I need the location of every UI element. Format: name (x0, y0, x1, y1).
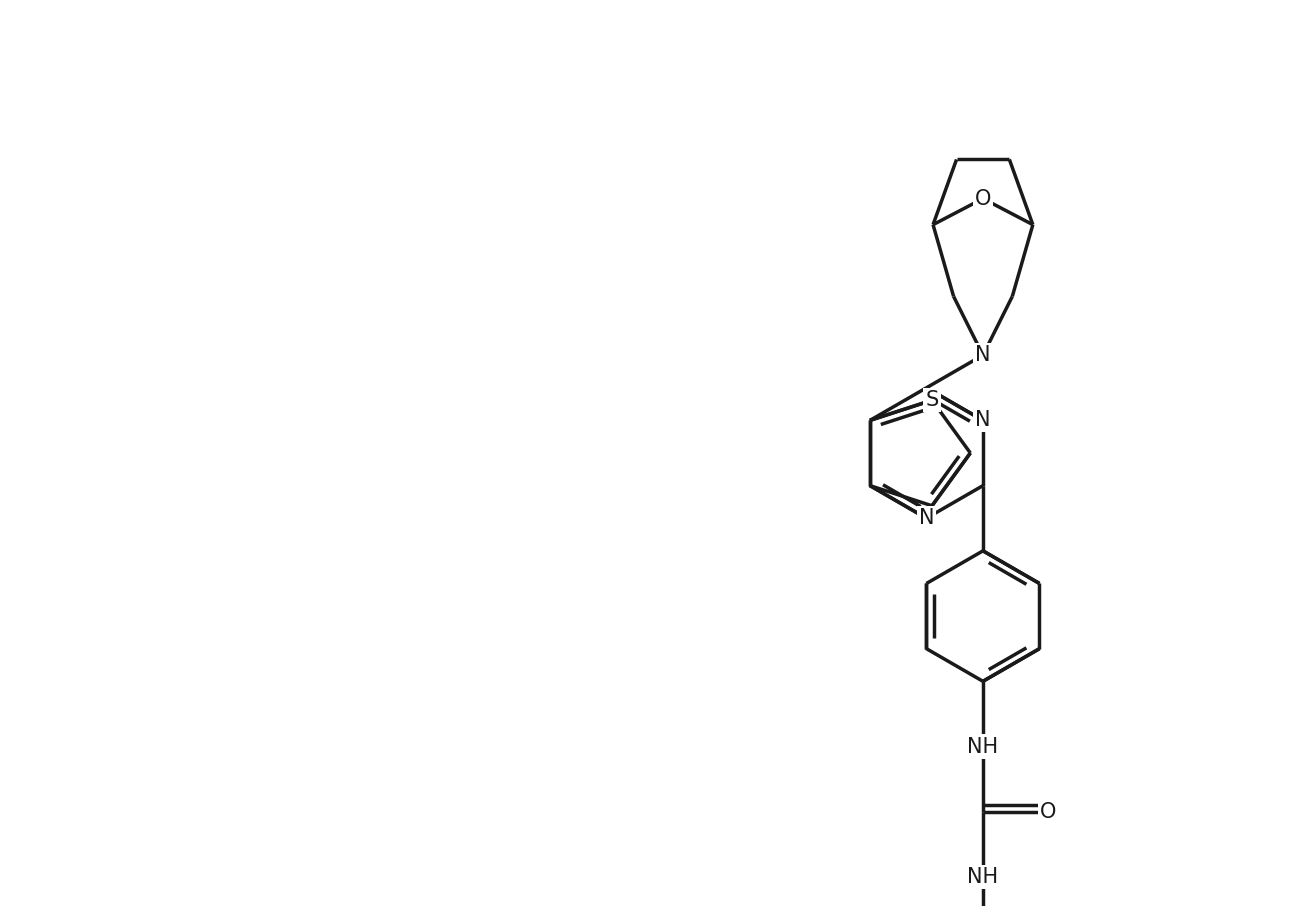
Text: NH: NH (967, 867, 998, 887)
Text: N: N (975, 345, 990, 365)
Text: S: S (925, 390, 938, 410)
Text: O: O (975, 188, 991, 208)
Text: NH: NH (967, 737, 998, 757)
Text: N: N (975, 410, 990, 430)
Text: O: O (1039, 802, 1056, 822)
Text: N: N (919, 508, 934, 528)
